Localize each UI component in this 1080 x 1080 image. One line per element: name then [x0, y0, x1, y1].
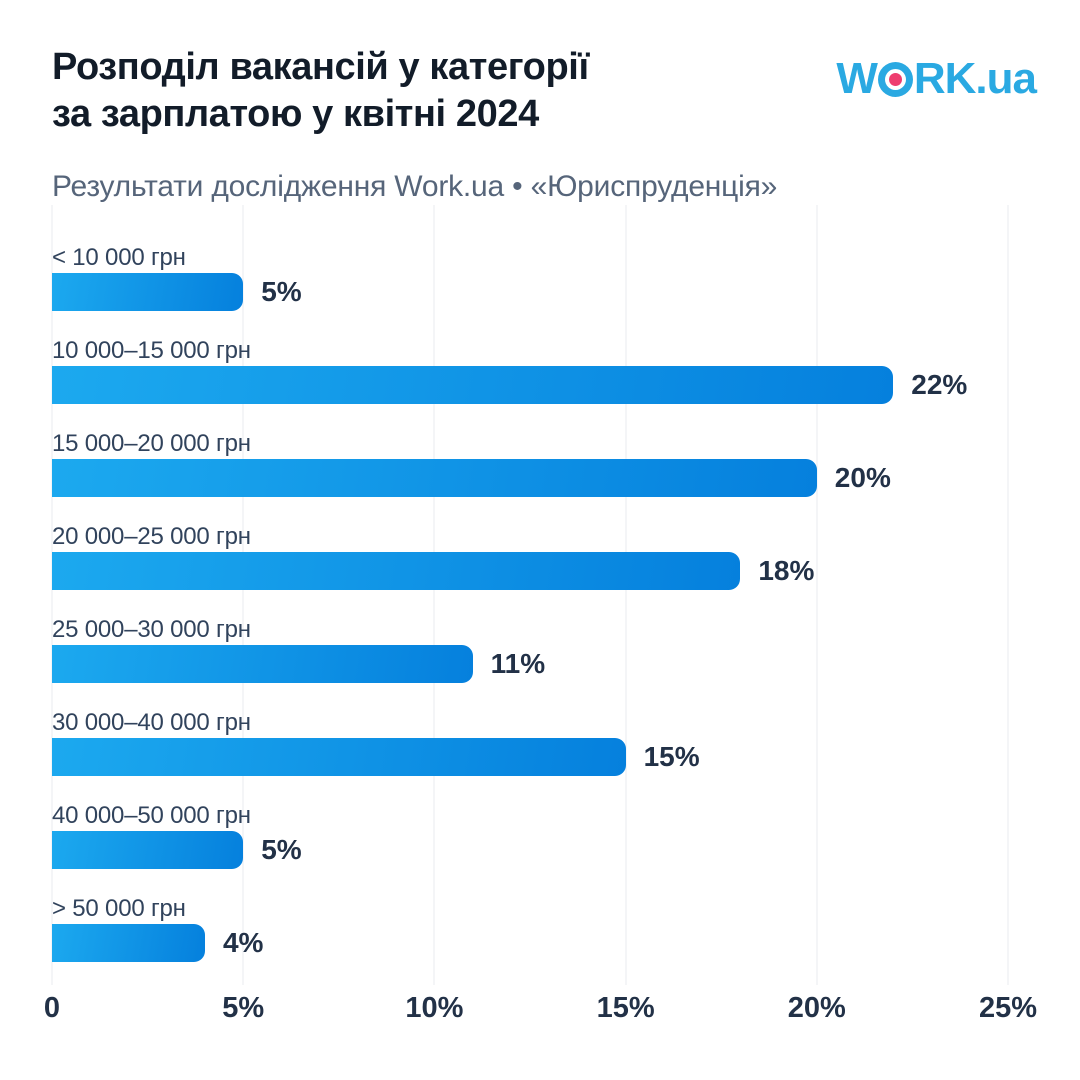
- value-label: 18%: [758, 555, 815, 586]
- x-axis: 0 5% 10% 15% 20% 25%: [44, 992, 1037, 1028]
- value-label: 15%: [643, 741, 700, 772]
- bar: [52, 738, 626, 776]
- bar: [52, 552, 741, 590]
- category-label: 40 000–50 000 грн: [52, 802, 251, 829]
- value-label: 22%: [911, 369, 968, 400]
- page-title: Розподіл вакансій у категорії за зарплат…: [52, 44, 589, 137]
- gridline: [625, 205, 627, 985]
- gridline: [433, 205, 435, 985]
- x-tick-label: 5%: [222, 992, 265, 1024]
- x-tick-label: 10%: [405, 992, 464, 1024]
- chart-rows: < 10 000 грн 5% 10 000–15 000 грн 22% 15 000…: [52, 205, 1008, 985]
- category-label: > 50 000 грн: [52, 895, 186, 922]
- category-label: 30 000–40 000 грн: [52, 709, 251, 736]
- value-label: 5%: [261, 276, 302, 307]
- chart-row: 25 000–30 000 грн 11%: [52, 615, 1008, 708]
- x-tick-label: 20%: [787, 992, 846, 1024]
- logo-bullseye-icon: [877, 61, 913, 97]
- bar: [52, 366, 894, 404]
- category-label: 15 000–20 000 грн: [52, 430, 251, 457]
- title-line-1: Розподіл вакансій у категорії: [52, 46, 589, 88]
- bar: [52, 645, 473, 683]
- chart-subtitle: Результати дослідження Work.ua • «Юриспр…: [52, 170, 778, 203]
- chart-row: > 50 000 грн 4%: [52, 894, 1008, 987]
- bar-line: 20%: [52, 459, 1008, 497]
- category-label: 20 000–25 000 грн: [52, 523, 251, 550]
- chart-row: 30 000–40 000 грн 15%: [52, 708, 1008, 801]
- bar-line: 4%: [52, 924, 1008, 962]
- gridline: [816, 205, 818, 985]
- x-tick-label: 0: [43, 992, 61, 1024]
- value-label: 4%: [222, 927, 264, 958]
- gridline: [242, 205, 244, 985]
- chart-row: < 10 000 грн 5%: [52, 243, 1008, 336]
- value-label: 11%: [490, 648, 546, 679]
- bar: [52, 273, 244, 311]
- bar-line: 22%: [52, 366, 1008, 404]
- bar: [52, 831, 244, 869]
- logo-text-ua: .ua: [975, 54, 1037, 103]
- x-tick-label: 25%: [978, 992, 1038, 1024]
- logo-text-rk: RK: [913, 54, 977, 103]
- gridline: [51, 205, 53, 985]
- bar-chart: < 10 000 грн 5% 10 000–15 000 грн 22% 15 000…: [51, 205, 1009, 985]
- chart-row: 20 000–25 000 грн 18%: [52, 522, 1008, 615]
- bar-line: 11%: [52, 645, 1008, 683]
- workua-logo: W RK .ua: [836, 54, 1037, 104]
- chart-row: 15 000–20 000 грн 20%: [52, 429, 1008, 522]
- category-label: < 10 000 грн: [52, 244, 186, 271]
- bar-line: 5%: [52, 831, 1008, 869]
- title-line-2: за зарплатою у квітні 2024: [52, 92, 539, 135]
- value-label: 20%: [834, 462, 891, 493]
- bar-line: 15%: [52, 738, 1008, 776]
- gridlines: [51, 205, 1009, 985]
- bar-line: 18%: [52, 552, 1008, 590]
- gridline: [1007, 205, 1009, 985]
- value-label: 5%: [261, 834, 302, 865]
- bar: [52, 924, 205, 962]
- category-label: 25 000–30 000 грн: [52, 616, 251, 643]
- chart-row: 40 000–50 000 грн 5%: [52, 801, 1008, 894]
- bar-line: 5%: [52, 273, 1008, 311]
- category-label: 10 000–15 000 грн: [52, 337, 251, 364]
- bar: [52, 459, 817, 497]
- chart-row: 10 000–15 000 грн 22%: [52, 336, 1008, 429]
- x-tick-label: 15%: [596, 992, 655, 1024]
- header: Розподіл вакансій у категорії за зарплат…: [52, 44, 1037, 137]
- logo-text-w: W: [836, 54, 878, 103]
